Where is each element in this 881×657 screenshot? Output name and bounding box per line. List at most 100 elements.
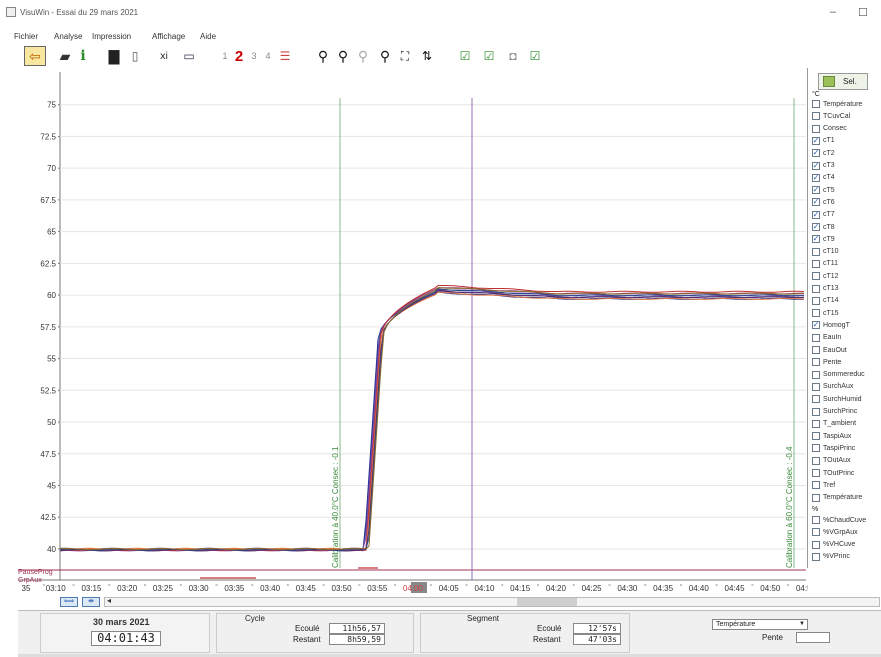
channel-checkbox-ct11[interactable]: cT11 — [812, 258, 838, 270]
channel-checkbox-ct12[interactable]: cT12 — [812, 270, 839, 282]
checkbox[interactable]: ✓ — [812, 148, 820, 158]
scroll-expand-icon[interactable]: ⟺ — [60, 597, 78, 607]
checkbox[interactable] — [812, 540, 820, 549]
zoom-icon[interactable]: ⚲ — [317, 47, 329, 64]
channel-checkbox-taspiprinc[interactable]: TaspiPrinc — [812, 442, 855, 454]
camera-icon[interactable]: ◘ — [509, 49, 517, 63]
channel-checkbox-ct13[interactable]: cT13 — [812, 283, 839, 295]
channel-checkbox-eauin[interactable]: EauIn — [812, 332, 841, 344]
channel-checkbox-pente[interactable]: Pente — [812, 356, 841, 368]
zoom-out-icon[interactable]: ⚲ — [357, 47, 369, 64]
checkbox[interactable] — [812, 259, 820, 268]
channel-checkbox-surchaux[interactable]: SurchAux — [812, 381, 853, 393]
checkbox[interactable] — [812, 272, 820, 281]
checkbox[interactable]: ✓ — [812, 234, 820, 244]
checkbox[interactable] — [812, 247, 820, 256]
checkbox[interactable] — [812, 469, 820, 477]
exit-icon[interactable]: ⇦ — [24, 46, 46, 66]
channel-checkbox-surchprinc[interactable]: SurchPrinc — [812, 406, 857, 418]
channel-checkbox-homogt[interactable]: ✓ HomogT — [812, 319, 850, 331]
checkbox[interactable] — [812, 284, 820, 293]
checkbox[interactable]: ✓ — [812, 197, 820, 207]
channel-checkbox-ct7[interactable]: ✓ cT7 — [812, 209, 835, 221]
print-icon[interactable]: ▇ — [108, 47, 120, 64]
checkbox[interactable] — [812, 100, 820, 108]
channel-checkbox--chaudcuve[interactable]: %ChaudCuve — [812, 514, 866, 526]
checkbox[interactable] — [812, 419, 820, 428]
checkbox[interactable] — [812, 358, 820, 367]
channel-checkbox-sommereduc[interactable]: Sommereduc — [812, 369, 865, 381]
horizontal-scrollbar[interactable]: ◂ — [104, 596, 880, 607]
scroll-left-icon[interactable]: ◂ — [107, 596, 112, 605]
channel-checkbox-tref[interactable]: Tref — [812, 479, 835, 491]
checkbox[interactable] — [812, 481, 820, 490]
checkbox[interactable] — [812, 124, 820, 133]
checkbox[interactable]: ✓ — [812, 185, 820, 195]
checkbox[interactable] — [812, 370, 820, 379]
zoom-window-icon[interactable]: ⚲ — [379, 47, 391, 64]
channel-checkbox-t-ambient[interactable]: T_ambient — [812, 418, 856, 430]
checkbox[interactable] — [812, 346, 820, 354]
checkbox[interactable]: ✓ — [812, 160, 820, 170]
checkbox[interactable]: ✓ — [812, 320, 820, 330]
checkbox[interactable] — [812, 552, 820, 561]
scale-icon[interactable]: ⇅ — [421, 49, 433, 63]
fit-icon[interactable]: ⛶ — [400, 48, 410, 63]
check-1-icon[interactable]: ☑ — [459, 49, 471, 63]
comment-icon[interactable]: ▭ — [183, 49, 195, 63]
channel-checkbox--vhcuve[interactable]: %VHCuve — [812, 539, 855, 551]
channel-checkbox-eauout[interactable]: EauOut — [812, 344, 847, 356]
checkbox[interactable]: ✓ — [812, 135, 820, 145]
checkbox[interactable]: ✓ — [812, 222, 820, 231]
page-3-button[interactable]: 3 — [251, 51, 257, 61]
page-1-button[interactable]: 1 — [222, 51, 228, 61]
channel-checkbox-ct3[interactable]: ✓ cT3 — [812, 160, 835, 172]
list-icon[interactable]: ☰ — [279, 49, 291, 63]
channel-checkbox-tcuvcal[interactable]: TCuvCal — [812, 110, 850, 122]
page-4-button[interactable]: 4 — [265, 51, 271, 61]
menu-affichage[interactable]: Affichage — [152, 32, 186, 41]
checkbox[interactable]: ✓ — [812, 209, 820, 219]
channel-checkbox-consec[interactable]: Consec — [812, 123, 847, 135]
checkbox[interactable] — [812, 296, 820, 305]
print-preview-icon[interactable]: ▯ — [131, 49, 139, 63]
checkbox[interactable] — [812, 528, 820, 537]
scroll-shrink-icon[interactable]: ⇼ — [82, 597, 100, 607]
checkbox[interactable] — [812, 112, 820, 121]
menu-impression[interactable]: Impression — [92, 32, 132, 41]
channel-checkbox-ct10[interactable]: cT10 — [812, 246, 839, 258]
open-folder-icon[interactable]: ▰ — [59, 47, 71, 64]
pente-field[interactable] — [796, 632, 830, 643]
menu-aide[interactable]: Aide — [200, 32, 217, 41]
checkbox[interactable] — [812, 382, 820, 391]
channel-checkbox-ct9[interactable]: ✓ cT9 — [812, 233, 835, 245]
channel-checkbox-surchhumid[interactable]: SurchHumid — [812, 393, 862, 405]
channel-checkbox-ct15[interactable]: cT15 — [812, 307, 839, 319]
page-2-button[interactable]: 2 — [234, 47, 244, 65]
checkbox[interactable] — [812, 309, 820, 318]
info-icon[interactable]: i — [80, 48, 86, 64]
channel-checkbox--vgrpaux[interactable]: %VGrpAux — [812, 526, 858, 538]
channel-checkbox-ct2[interactable]: ✓ cT2 — [812, 147, 835, 159]
channel-checkbox-temp-rature[interactable]: Température — [812, 98, 862, 110]
channel-checkbox-ct8[interactable]: ✓ cT8 — [812, 221, 835, 233]
channel-checkbox-toutaux[interactable]: TOutAux — [812, 455, 851, 467]
check-2-icon[interactable]: ☑ — [483, 49, 495, 63]
checkbox[interactable] — [812, 333, 820, 342]
channel-checkbox-ct6[interactable]: ✓ cT6 — [812, 196, 835, 208]
channel-checkbox-ct4[interactable]: ✓ cT4 — [812, 172, 835, 184]
zoom-in-icon[interactable]: ⚲ — [337, 47, 349, 64]
checkbox[interactable] — [812, 456, 820, 465]
select-button[interactable]: Sel. — [818, 73, 868, 90]
scroll-thumb[interactable] — [517, 598, 577, 606]
channel-checkbox-toutprinc[interactable]: TOutPrinc — [812, 467, 854, 479]
checkbox[interactable] — [812, 516, 820, 524]
channel-checkbox-ct5[interactable]: ✓ cT5 — [812, 184, 835, 196]
menu-analyse[interactable]: Analyse — [54, 32, 83, 41]
checkbox[interactable] — [812, 432, 820, 441]
checkbox[interactable]: ✓ — [812, 172, 820, 182]
channel-checkbox-ct14[interactable]: cT14 — [812, 295, 839, 307]
checkbox[interactable] — [812, 493, 820, 502]
checkbox[interactable] — [812, 444, 820, 453]
variable-select[interactable]: Température ▼ — [712, 619, 808, 630]
